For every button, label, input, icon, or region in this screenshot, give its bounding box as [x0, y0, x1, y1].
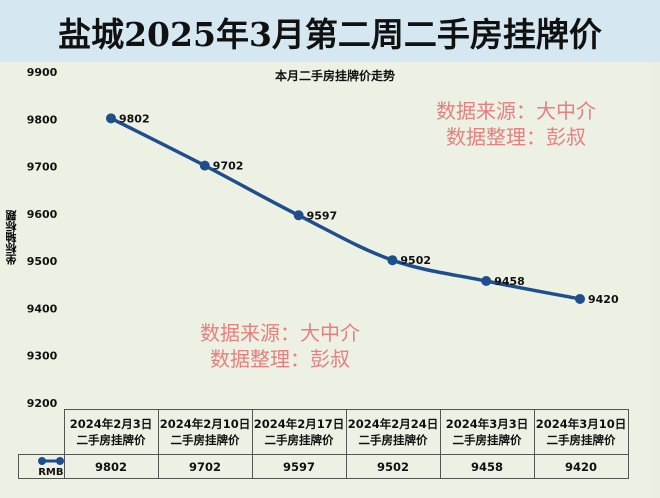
column-header: 2024年2月3日二手房挂牌价: [63, 409, 159, 455]
y-tick-label: 9200: [27, 397, 58, 410]
legend-cell: RMB: [18, 454, 65, 479]
y-tick-label: 9700: [27, 161, 58, 174]
y-tick-label: 9500: [27, 255, 58, 268]
data-label: 9702: [213, 160, 244, 173]
table-cell: 9502: [345, 454, 441, 479]
y-tick-label: 9300: [27, 350, 58, 363]
data-point: [481, 276, 492, 287]
watermark-middle: 数据来源：大中介 数据整理：彭叔: [200, 320, 360, 372]
title-banner: 盐城2025年3月第二周二手房挂牌价: [0, 0, 660, 62]
legend-label: RMB: [38, 467, 64, 478]
data-point: [199, 160, 210, 171]
chart-title: 本月二手房挂牌价走势: [275, 68, 395, 83]
table-cell: 9597: [251, 454, 347, 479]
column-header: 2024年2月24日二手房挂牌价: [345, 409, 441, 455]
legend-line-marker-icon: [37, 457, 64, 465]
data-point: [106, 113, 116, 124]
table-cell: 9702: [157, 454, 253, 479]
watermark-source: 数据来源：大中介: [200, 321, 360, 345]
y-tick-label: 9900: [27, 66, 58, 79]
data-label: 9458: [494, 275, 525, 288]
watermark-author: 数据整理：彭叔: [446, 125, 586, 149]
data-table: 2024年2月3日二手房挂牌价 2024年2月10日二手房挂牌价 2024年2月…: [18, 409, 629, 479]
data-label: 9502: [400, 254, 431, 267]
y-tick-label: 9600: [27, 208, 58, 221]
watermark-top: 数据来源：大中介 数据整理：彭叔: [436, 98, 596, 150]
table-cell: 9802: [63, 454, 159, 479]
data-label: 9802: [119, 112, 150, 125]
column-header: 2024年2月10日二手房挂牌价: [157, 409, 253, 455]
table-cell: 9420: [533, 454, 629, 479]
y-tick-label: 9400: [27, 302, 58, 315]
data-label: 9597: [307, 209, 338, 222]
data-point: [575, 293, 585, 304]
watermark-author: 数据整理：彭叔: [210, 347, 350, 371]
column-header: 2024年3月3日二手房挂牌价: [439, 409, 535, 455]
data-point: [293, 210, 304, 221]
table-cell: 9458: [439, 454, 535, 479]
y-axis-title: 坐标轴标题: [5, 210, 18, 265]
y-tick-label: 9800: [27, 113, 58, 126]
page-title: 盐城2025年3月第二周二手房挂牌价: [58, 15, 602, 54]
column-header: 2024年2月17日二手房挂牌价: [251, 409, 347, 455]
data-point: [387, 255, 398, 266]
series-line-rmb: [110, 116, 581, 301]
table-corner: [19, 410, 65, 455]
data-label: 9420: [588, 293, 619, 306]
column-header: 2024年3月10日二手房挂牌价: [533, 409, 629, 455]
watermark-source: 数据来源：大中介: [436, 99, 596, 123]
